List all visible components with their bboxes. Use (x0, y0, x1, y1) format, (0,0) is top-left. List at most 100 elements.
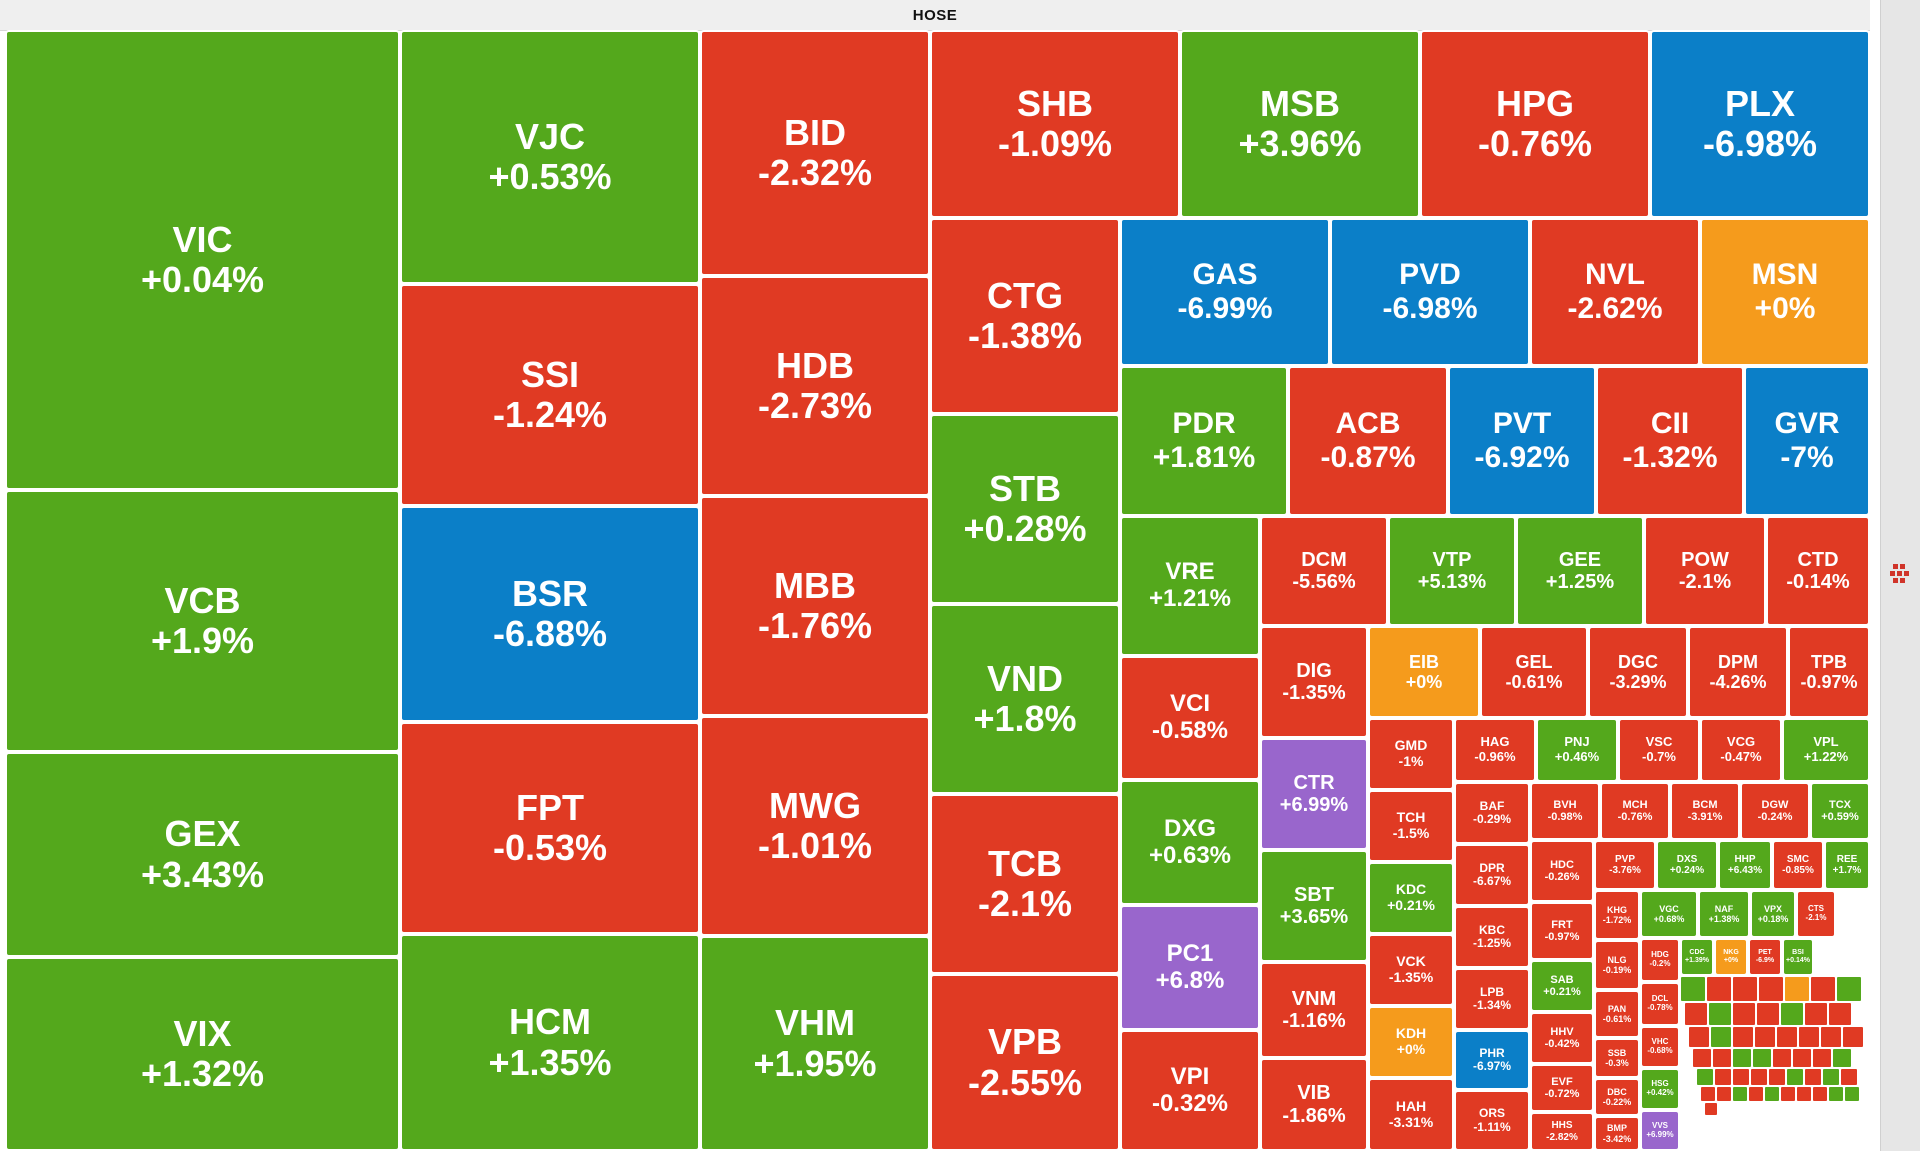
stock-tile-small[interactable] (1756, 1002, 1780, 1026)
stock-tile-ssi[interactable]: SSI -1.24% (400, 284, 700, 506)
stock-tile-small[interactable] (1748, 1086, 1764, 1102)
stock-tile-fpt[interactable]: FPT -0.53% (400, 722, 700, 934)
stock-tile-bvh[interactable]: BVH -0.98% (1530, 782, 1600, 840)
stock-tile-small[interactable] (1772, 1048, 1792, 1068)
stock-tile-frt[interactable]: FRT -0.97% (1530, 902, 1594, 960)
stock-tile-vcb[interactable]: VCB +1.9% (5, 490, 400, 752)
stock-tile-small[interactable] (1844, 1086, 1860, 1102)
stock-tile-small[interactable] (1828, 1086, 1844, 1102)
stock-tile-vvs[interactable]: VVS +6.99% (1640, 1110, 1680, 1151)
stock-tile-ors[interactable]: ORS -1.11% (1454, 1090, 1530, 1151)
stock-tile-small[interactable] (1704, 1102, 1718, 1116)
stock-tile-vhm[interactable]: VHM +1.95% (700, 936, 930, 1151)
stock-tile-dpr[interactable]: DPR -6.67% (1454, 844, 1530, 906)
stock-tile-cts[interactable]: CTS -2.1% (1796, 890, 1836, 938)
stock-tile-nkg[interactable]: NKG +0% (1714, 938, 1748, 976)
stock-tile-tcb[interactable]: TCB -2.1% (930, 794, 1120, 974)
stock-tile-hdc[interactable]: HDC -0.26% (1530, 840, 1594, 902)
stock-tile-small[interactable] (1812, 1086, 1828, 1102)
stock-tile-small[interactable] (1804, 1068, 1822, 1086)
stock-tile-naf[interactable]: NAF +1.38% (1698, 890, 1750, 938)
stock-tile-eib[interactable]: EIB +0% (1368, 626, 1480, 718)
stock-tile-hsg[interactable]: HSG +0.42% (1640, 1068, 1680, 1110)
stock-tile-small[interactable] (1840, 1068, 1858, 1086)
stock-tile-vpi[interactable]: VPI -0.32% (1120, 1030, 1260, 1151)
stock-tile-pdr[interactable]: PDR +1.81% (1120, 366, 1288, 516)
stock-tile-vhc[interactable]: VHC -0.68% (1640, 1026, 1680, 1068)
stock-tile-vpl[interactable]: VPL +1.22% (1782, 718, 1870, 782)
stock-tile-vcg[interactable]: VCG -0.47% (1700, 718, 1782, 782)
stock-tile-small[interactable] (1732, 1026, 1754, 1048)
stock-tile-small[interactable] (1796, 1086, 1812, 1102)
stock-tile-dpm[interactable]: DPM -4.26% (1688, 626, 1788, 718)
stock-tile-small[interactable] (1696, 1068, 1714, 1086)
stock-tile-sbt[interactable]: SBT +3.65% (1260, 850, 1368, 962)
stock-tile-vjc[interactable]: VJC +0.53% (400, 30, 700, 284)
stock-tile-mch[interactable]: MCH -0.76% (1600, 782, 1670, 840)
stock-tile-dgc[interactable]: DGC -3.29% (1588, 626, 1688, 718)
stock-tile-evf[interactable]: EVF -0.72% (1530, 1064, 1594, 1112)
stock-tile-small[interactable] (1820, 1026, 1842, 1048)
stock-tile-small[interactable] (1780, 1002, 1804, 1026)
stock-tile-ctd[interactable]: CTD -0.14% (1766, 516, 1870, 626)
stock-tile-hpg[interactable]: HPG -0.76% (1420, 30, 1650, 218)
stock-tile-dxg[interactable]: DXG +0.63% (1120, 780, 1260, 905)
stock-tile-msn[interactable]: MSN +0% (1700, 218, 1870, 366)
stock-tile-small[interactable] (1688, 1026, 1710, 1048)
stock-tile-small[interactable] (1732, 1002, 1756, 1026)
stock-tile-hah[interactable]: HAH -3.31% (1368, 1078, 1454, 1151)
stock-tile-msb[interactable]: MSB +3.96% (1180, 30, 1420, 218)
stock-tile-pnj[interactable]: PNJ +0.46% (1536, 718, 1618, 782)
stock-tile-dig[interactable]: DIG -1.35% (1260, 626, 1368, 738)
stock-tile-ctr[interactable]: CTR +6.99% (1260, 738, 1368, 850)
stock-tile-hag[interactable]: HAG -0.96% (1454, 718, 1536, 782)
stock-tile-hhv[interactable]: HHV -0.42% (1530, 1012, 1594, 1064)
stock-tile-baf[interactable]: BAF -0.29% (1454, 782, 1530, 844)
stock-tile-pvt[interactable]: PVT -6.92% (1448, 366, 1596, 516)
stock-tile-small[interactable] (1714, 1068, 1732, 1086)
stock-tile-pvd[interactable]: PVD -6.98% (1330, 218, 1530, 366)
stock-tile-kdc[interactable]: KDC +0.21% (1368, 862, 1454, 934)
stock-tile-gel[interactable]: GEL -0.61% (1480, 626, 1588, 718)
stock-tile-kdh[interactable]: KDH +0% (1368, 1006, 1454, 1078)
stock-tile-small[interactable] (1754, 1026, 1776, 1048)
stock-tile-small[interactable] (1768, 1068, 1786, 1086)
stock-tile-small[interactable] (1708, 1002, 1732, 1026)
stock-tile-vnm[interactable]: VNM -1.16% (1260, 962, 1368, 1058)
stock-tile-ssb[interactable]: SSB -0.3% (1594, 1038, 1640, 1078)
stock-tile-small[interactable] (1732, 976, 1758, 1002)
stock-tile-small[interactable] (1692, 1048, 1712, 1068)
stock-tile-small[interactable] (1750, 1068, 1768, 1086)
stock-tile-small[interactable] (1786, 1068, 1804, 1086)
resize-grip-icon[interactable] (1889, 562, 1911, 584)
stock-tile-vci[interactable]: VCI -0.58% (1120, 656, 1260, 780)
stock-tile-gex[interactable]: GEX +3.43% (5, 752, 400, 957)
stock-tile-small[interactable] (1712, 1048, 1732, 1068)
stock-tile-bsr[interactable]: BSR -6.88% (400, 506, 700, 722)
stock-tile-small[interactable] (1710, 1026, 1732, 1048)
stock-tile-tch[interactable]: TCH -1.5% (1368, 790, 1454, 862)
stock-tile-nlg[interactable]: NLG -0.19% (1594, 940, 1640, 990)
stock-tile-shb[interactable]: SHB -1.09% (930, 30, 1180, 218)
stock-tile-vpb[interactable]: VPB -2.55% (930, 974, 1120, 1151)
stock-tile-small[interactable] (1832, 1048, 1852, 1068)
stock-tile-plx[interactable]: PLX -6.98% (1650, 30, 1870, 218)
stock-tile-lpb[interactable]: LPB -1.34% (1454, 968, 1530, 1030)
stock-tile-cii[interactable]: CII -1.32% (1596, 366, 1744, 516)
stock-tile-vpx[interactable]: VPX +0.18% (1750, 890, 1796, 938)
stock-tile-small[interactable] (1784, 976, 1810, 1002)
stock-tile-dcl[interactable]: DCL -0.78% (1640, 982, 1680, 1026)
stock-tile-hdb[interactable]: HDB -2.73% (700, 276, 930, 496)
stock-tile-bcm[interactable]: BCM -3.91% (1670, 782, 1740, 840)
stock-tile-dxs[interactable]: DXS +0.24% (1656, 840, 1718, 890)
stock-tile-gmd[interactable]: GMD -1% (1368, 718, 1454, 790)
stock-tile-ree[interactable]: REE +1.7% (1824, 840, 1870, 890)
stock-tile-vix[interactable]: VIX +1.32% (5, 957, 400, 1151)
stock-tile-small[interactable] (1700, 1086, 1716, 1102)
stock-tile-small[interactable] (1680, 976, 1706, 1002)
stock-tile-small[interactable] (1684, 1002, 1708, 1026)
stock-tile-gee[interactable]: GEE +1.25% (1516, 516, 1644, 626)
stock-tile-vgc[interactable]: VGC +0.68% (1640, 890, 1698, 938)
stock-tile-phr[interactable]: PHR -6.97% (1454, 1030, 1530, 1090)
stock-tile-small[interactable] (1732, 1048, 1752, 1068)
